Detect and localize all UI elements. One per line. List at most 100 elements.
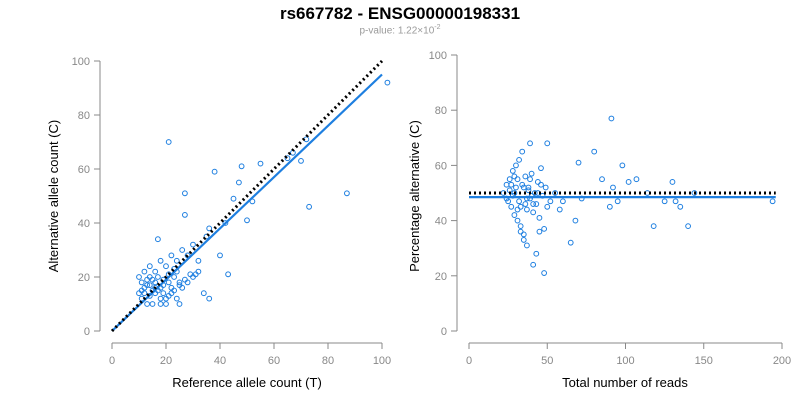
right-data-point: [520, 231, 527, 238]
right-y-axis-label: Percentage alternative (C): [407, 120, 422, 272]
p-value-exponent: -2: [434, 24, 441, 31]
right-data-point: [533, 250, 540, 257]
right-data-point: [661, 198, 668, 205]
right-data-point: [514, 217, 521, 224]
right-data-point: [524, 242, 530, 249]
right-x-tick-label: 150: [695, 355, 713, 367]
right-y-tick-label: 100: [429, 50, 447, 62]
right-data-point: [511, 190, 518, 196]
right-data-point: [541, 270, 548, 276]
left-y-tick-label: 60: [78, 164, 90, 176]
right-data-point: [672, 198, 679, 205]
left-data-point: [173, 257, 180, 264]
left-data-point: [138, 287, 145, 294]
right-data-point: [650, 223, 657, 230]
right-y-tick-label: 60: [435, 160, 447, 172]
right-data-point: [547, 198, 554, 205]
left-data-point: [179, 247, 186, 253]
right-y-tick-label: 0: [441, 326, 447, 338]
left-x-axis-label: Reference allele count (T): [172, 375, 322, 390]
right-data-point: [610, 184, 616, 191]
right-data-point: [520, 184, 527, 191]
right-data-point: [508, 203, 515, 210]
right-data-point: [619, 162, 626, 169]
right-y-tick-label: 40: [435, 216, 447, 228]
left-y-tick-label: 0: [84, 326, 90, 338]
left-data-point: [171, 287, 178, 294]
left-data-point: [163, 263, 169, 270]
left-x-tick-label: 20: [160, 355, 172, 367]
right-data-point: [530, 261, 537, 268]
left-y-tick-label: 40: [78, 218, 90, 230]
left-data-point: [155, 274, 161, 280]
right-data-point: [516, 156, 522, 163]
right-data-point: [599, 176, 605, 183]
right-data-point: [511, 212, 518, 218]
left-y-tick-label: 20: [78, 272, 90, 284]
left-y-tick-label: 100: [72, 56, 90, 68]
left-data-point: [284, 155, 291, 162]
right-data-point: [606, 203, 613, 210]
left-data-point: [141, 268, 148, 275]
right-data-point: [614, 198, 621, 205]
left-data-point: [157, 295, 164, 302]
chart-subtitle: p-value: 1.22×10-2: [0, 24, 800, 36]
left-data-point: [384, 79, 391, 86]
left-data-point: [182, 212, 188, 218]
right-data-point: [677, 203, 684, 210]
right-data-point: [527, 176, 533, 183]
left-data-point: [236, 179, 242, 186]
left-data-point: [146, 282, 153, 289]
left-data-point: [195, 257, 202, 264]
right-x-tick-label: 50: [541, 355, 553, 367]
right-data-point: [517, 228, 524, 235]
left-data-point: [244, 217, 250, 224]
right-x-tick-label: 200: [773, 355, 791, 367]
right-y-tick-label: 20: [435, 271, 447, 283]
right-data-point: [520, 237, 527, 243]
left-data-point: [195, 268, 202, 275]
left-x-tick-label: 80: [322, 355, 334, 367]
left-data-point: [222, 220, 229, 226]
right-data-point: [525, 187, 532, 194]
right-data-point: [508, 181, 515, 188]
right-data-point: [522, 201, 529, 207]
left-data-point: [146, 274, 153, 280]
right-data-point: [506, 176, 513, 183]
left-data-point: [165, 279, 172, 286]
left-x-tick-label: 100: [373, 355, 391, 367]
left-data-point: [298, 158, 304, 164]
left-data-point: [138, 279, 145, 286]
left-data-point: [211, 168, 218, 175]
right-data-point: [685, 223, 691, 230]
left-data-point: [144, 301, 151, 307]
left-data-point: [217, 252, 223, 259]
right-data-point: [575, 159, 582, 166]
right-data-point: [503, 181, 510, 188]
left-data-point: [257, 160, 264, 167]
right-data-point: [522, 173, 529, 180]
left-data-point: [157, 257, 164, 264]
left-data-point: [146, 263, 153, 270]
right-data-point: [511, 173, 518, 180]
left-y-axis-label: Alternative allele count (C): [46, 120, 61, 272]
left-data-point: [136, 274, 142, 280]
left-data-point: [160, 290, 167, 297]
chart-title: rs667782 - ENSG00000198331: [279, 4, 521, 23]
left-data-point: [344, 190, 350, 197]
right-data-point: [567, 239, 574, 246]
right-x-axis-label: Total number of reads: [562, 375, 688, 390]
left-x-tick-label: 0: [109, 355, 115, 367]
right-data-point: [527, 140, 533, 147]
right-data-point: [533, 201, 540, 207]
right-data-point: [556, 206, 563, 213]
right-data-point: [572, 217, 579, 224]
left-data-point: [306, 203, 313, 210]
right-data-point: [633, 176, 640, 183]
right-data-point: [544, 140, 551, 147]
right-data-point: [542, 184, 549, 191]
left-data-point: [225, 271, 232, 278]
p-value-text: p-value: 1.22×10: [359, 25, 435, 37]
right-data-point: [513, 162, 519, 169]
right-data-point: [530, 201, 537, 207]
